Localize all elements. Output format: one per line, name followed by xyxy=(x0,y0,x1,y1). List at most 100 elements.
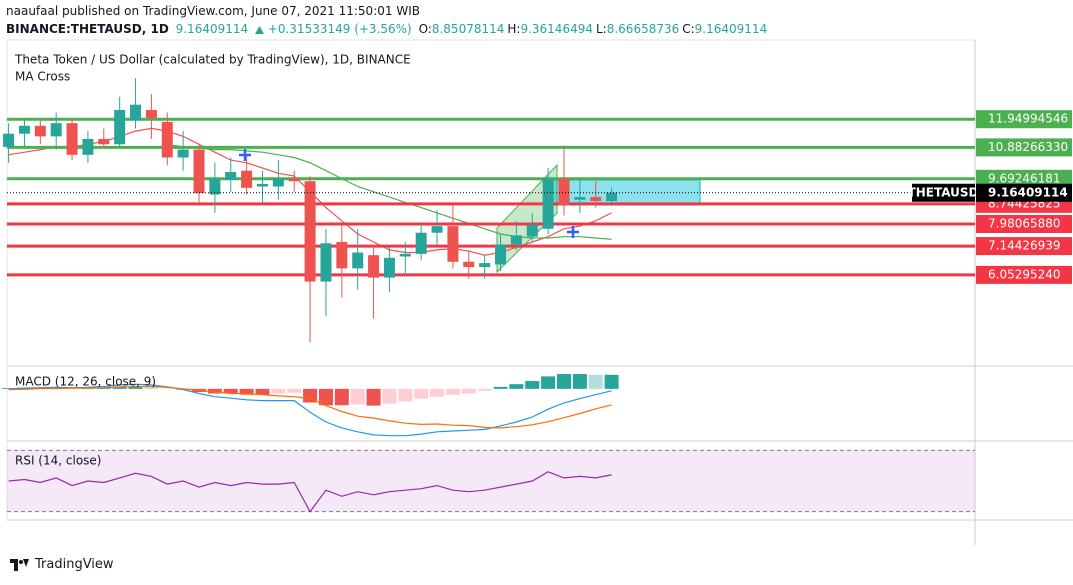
histogram-bar xyxy=(556,374,571,389)
histogram-bar xyxy=(525,381,540,389)
pane-title: RSI (14, close) xyxy=(15,454,101,468)
indicator-line xyxy=(8,471,612,513)
cross-marker xyxy=(239,149,251,161)
grid xyxy=(7,449,975,513)
candle-body xyxy=(3,133,15,147)
ohlc-value: 8.66658736 xyxy=(606,22,680,36)
candle-body xyxy=(431,226,443,233)
candle-body xyxy=(399,253,411,257)
candle-body xyxy=(558,178,570,206)
up-arrow xyxy=(254,25,264,34)
histogram-bar xyxy=(112,386,127,389)
histogram-bar xyxy=(509,384,524,389)
candle-body xyxy=(50,123,62,137)
level-label-box xyxy=(976,138,1072,157)
footer: TradingView xyxy=(10,557,114,572)
candle-body xyxy=(574,197,586,200)
histogram-bar xyxy=(414,388,429,399)
histogram-bar xyxy=(398,388,413,402)
histogram-bar xyxy=(334,388,349,406)
histogram-bar xyxy=(318,388,333,406)
marks xyxy=(1,78,975,513)
level-label: 10.88266330 xyxy=(988,140,1068,154)
level-label-box xyxy=(976,237,1072,256)
candle-body xyxy=(495,244,507,265)
symbol-label: THETAUSD xyxy=(908,185,979,199)
change: +0.31533149 (+3.56%) xyxy=(267,22,412,36)
histogram-bar xyxy=(255,388,270,395)
candle-body xyxy=(209,178,221,195)
level-label-box xyxy=(976,169,1072,188)
histogram-bar xyxy=(588,374,603,389)
histogram-bar xyxy=(572,374,587,389)
overlay xyxy=(239,149,579,238)
last-price: 9.16409114 xyxy=(175,22,249,36)
candle-body xyxy=(256,183,268,187)
indicator-line xyxy=(167,143,612,240)
candle-body xyxy=(590,197,602,202)
histogram-bar xyxy=(303,388,318,403)
level-label-box xyxy=(976,110,1072,129)
symbol-bar: BINANCE:THETAUSD, 1D 9.16409114 +0.31533… xyxy=(6,22,773,36)
candle-body xyxy=(130,104,142,121)
candle-body xyxy=(18,125,30,134)
ohlc-label: H: xyxy=(507,22,521,36)
ohlc-label: C: xyxy=(682,22,695,36)
rsi-band xyxy=(7,450,975,512)
candle-body xyxy=(177,149,189,158)
histogram-bar xyxy=(223,388,238,394)
ohlc: O:8.85078114 H:9.36146494 L:8.66658736 C:9.… xyxy=(419,22,771,36)
level-label: 7.14426939 xyxy=(988,239,1061,253)
candle-body xyxy=(241,170,253,188)
level-label: 11.94994546 xyxy=(988,112,1068,126)
chart: 11.9499454610.882663309.692461818.744258… xyxy=(1,39,1073,545)
candle-body xyxy=(479,263,491,268)
ohlc-label: O: xyxy=(418,22,432,36)
histogram-bar xyxy=(604,374,619,389)
candle-body xyxy=(82,139,94,155)
histogram-bar xyxy=(271,388,286,394)
candle-body xyxy=(66,123,78,155)
ohlc-value: 8.85078114 xyxy=(431,22,505,36)
chart-title: Theta Token / US Dollar (calculated by T… xyxy=(14,53,411,67)
candle-body xyxy=(34,125,46,137)
ohlc-value: 9.16409114 xyxy=(694,22,768,36)
symbol: BINANCE:THETAUSD, 1D xyxy=(6,22,169,36)
symbol-label-box xyxy=(912,183,975,202)
candle-body xyxy=(447,226,459,262)
ohlc-label: L: xyxy=(595,22,607,36)
chart-subtitle: MA Cross xyxy=(15,70,70,84)
publisher: naaufaal published on TradingView.com, J… xyxy=(6,4,420,18)
candle-body xyxy=(352,252,364,269)
last-price-label: 9.16409114 xyxy=(988,185,1068,199)
histogram-bar xyxy=(445,388,460,395)
candle-body xyxy=(225,172,237,180)
histogram-bar xyxy=(239,388,254,395)
labels: 11.9499454610.882663309.692461818.744258… xyxy=(14,53,1072,468)
candle-body xyxy=(510,235,522,245)
candle-body xyxy=(463,261,475,268)
candle-body xyxy=(98,139,110,145)
candle-body xyxy=(161,121,173,158)
brand-logo xyxy=(10,558,29,571)
candle-body xyxy=(272,178,284,187)
candle-body xyxy=(383,257,395,278)
histogram-bar xyxy=(382,388,397,404)
histogram-bar xyxy=(128,386,143,389)
level-label-box xyxy=(976,265,1072,284)
level-label: 6.05295240 xyxy=(988,267,1061,281)
histogram-bar xyxy=(493,386,508,389)
candle-body xyxy=(304,181,316,282)
candle-body xyxy=(114,109,126,145)
pane-title: MACD (12, 26, close, 9) xyxy=(15,375,156,389)
candle-body xyxy=(145,109,157,118)
candle-body xyxy=(542,178,554,229)
histogram-bar xyxy=(287,388,302,393)
level-label: 9.69246181 xyxy=(988,171,1061,185)
indicator-line xyxy=(8,385,612,429)
candle-body xyxy=(368,255,380,278)
cross-marker xyxy=(567,226,579,238)
histogram-bar xyxy=(144,387,159,389)
level-label: 7.98065880 xyxy=(988,216,1061,230)
